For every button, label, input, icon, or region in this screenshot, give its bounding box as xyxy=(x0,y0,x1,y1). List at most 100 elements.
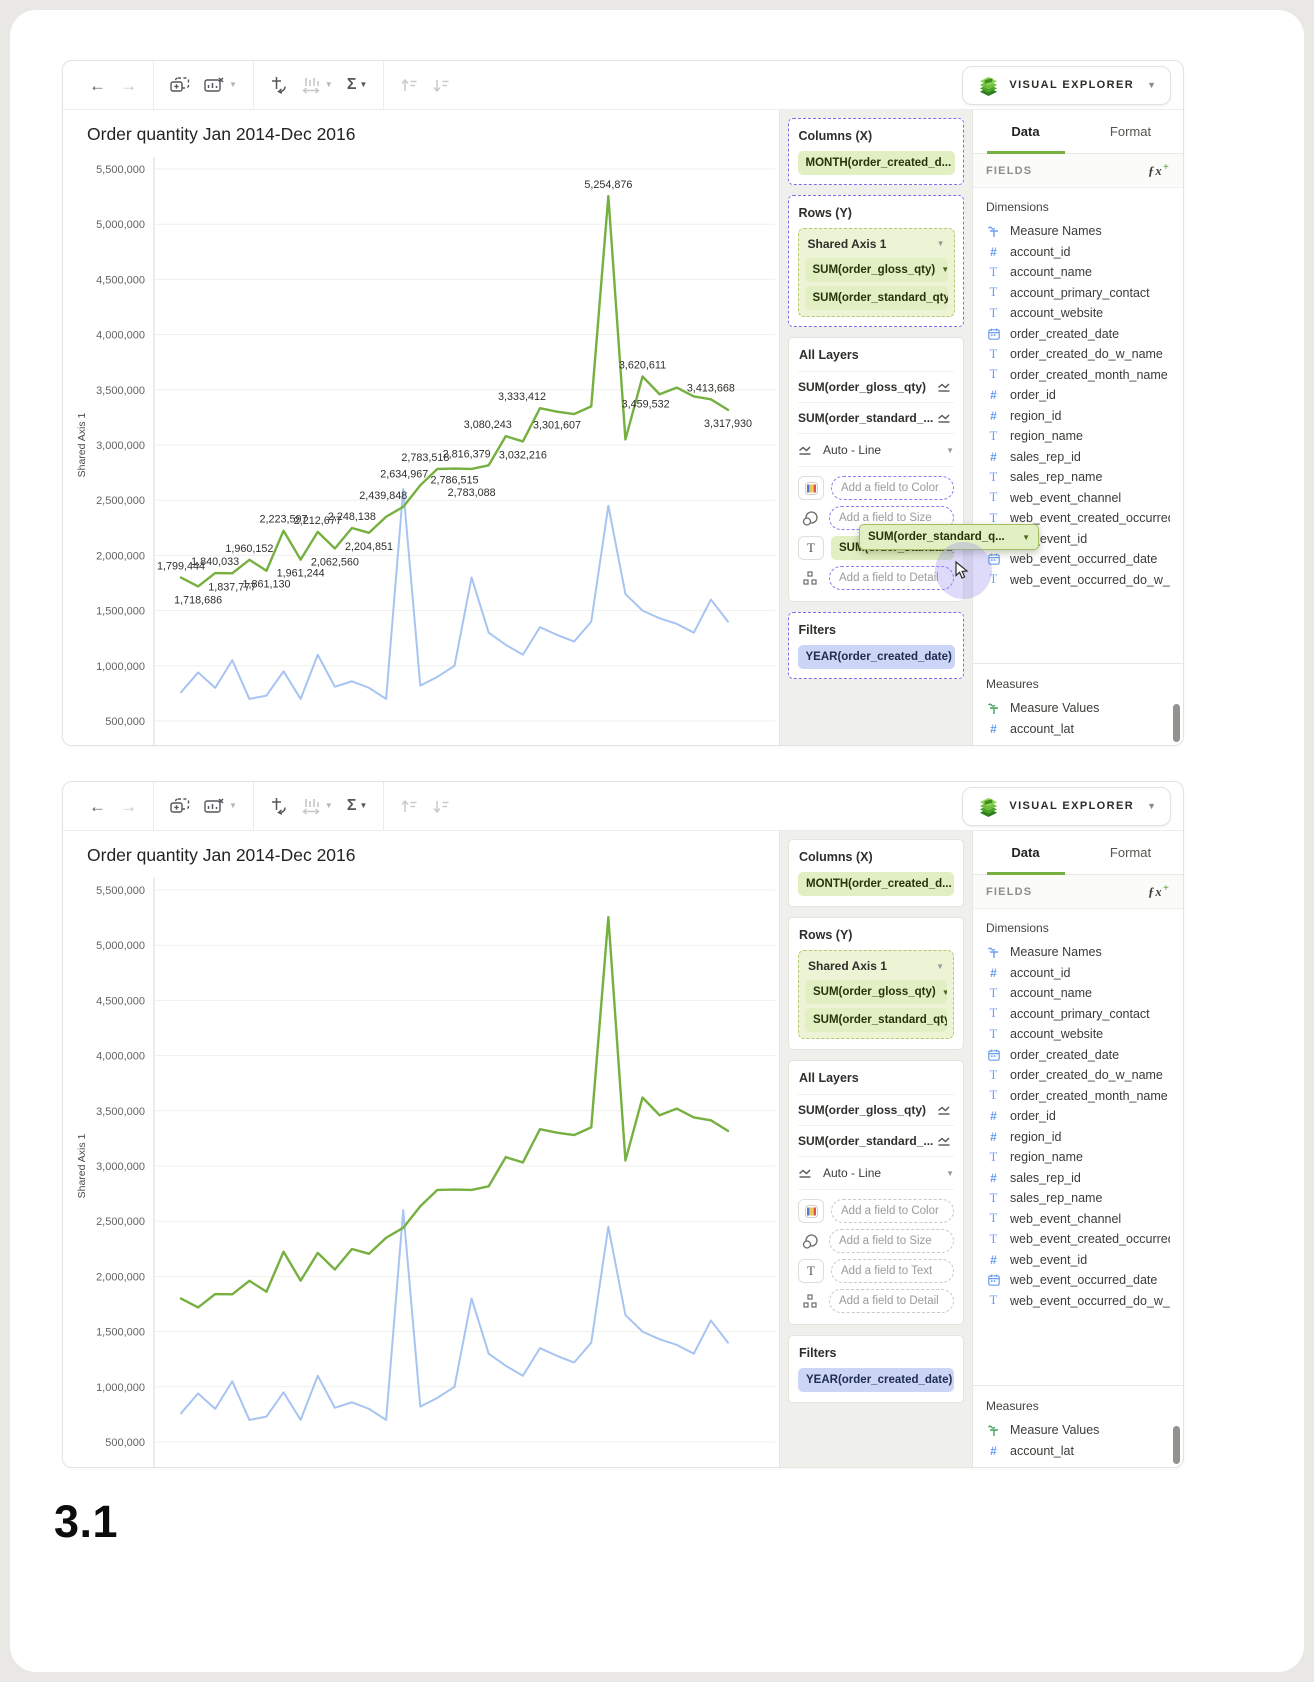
visual-explorer-button[interactable]: VISUAL EXPLORER ▼ xyxy=(962,786,1171,826)
sort-descending-icon[interactable] xyxy=(432,799,450,814)
back-arrow-icon[interactable]: ← xyxy=(89,796,106,816)
swap-axes-icon[interactable] xyxy=(270,76,288,94)
mark-type-select[interactable]: Auto - Line ▼ xyxy=(798,1156,954,1190)
tab-format[interactable]: Format xyxy=(1109,845,1152,860)
bar-width-icon[interactable]: ▼ xyxy=(302,798,333,815)
shared-axis-group[interactable]: Shared Axis 1 ▼ SUM(order_gloss_qty) ▼ S… xyxy=(797,227,955,317)
field-item[interactable]: Measure Names xyxy=(986,221,1170,242)
layer-row[interactable]: SUM(order_standard_... xyxy=(798,1125,954,1156)
bar-width-icon[interactable]: ▼ xyxy=(302,77,333,94)
filters-shelf[interactable]: Filters YEAR(order_created_date) ▼ xyxy=(788,1335,964,1403)
mark-type-select[interactable]: Auto - Line ▼ xyxy=(798,433,954,467)
scrollbar-thumb[interactable] xyxy=(1173,704,1180,742)
field-item[interactable]: Measure Values xyxy=(986,1420,1170,1441)
duplicate-visual-icon[interactable] xyxy=(170,798,190,814)
tab-data[interactable]: Data xyxy=(973,831,1078,874)
field-item[interactable]: Tweb_event_created_occurred_na... xyxy=(986,1229,1170,1250)
sort-ascending-icon[interactable] xyxy=(400,78,418,93)
field-item[interactable]: # web_event_id xyxy=(986,1250,1170,1271)
rows-field-pill[interactable]: SUM(order_gloss_qty) ▼ xyxy=(805,980,947,1004)
rows-field-pill[interactable]: SUM(order_standard_qty) ▼ xyxy=(804,285,948,310)
aggregate-sigma-icon[interactable]: Σ ▼ xyxy=(347,798,368,814)
forward-arrow-icon[interactable]: → xyxy=(120,796,137,816)
forward-arrow-icon[interactable]: → xyxy=(120,75,137,95)
field-item[interactable]: order_created_date xyxy=(986,1045,1170,1066)
field-item[interactable]: # account_lat xyxy=(986,1441,1170,1462)
columns-field-pill[interactable]: MONTH(order_created_d... ▼ xyxy=(798,872,954,896)
add-calculation-icon[interactable]: ƒx+ xyxy=(1147,161,1170,179)
field-item[interactable]: # order_id xyxy=(986,1106,1170,1127)
tab-data[interactable]: Data xyxy=(973,110,1078,153)
field-item[interactable]: # region_id xyxy=(986,1127,1170,1148)
field-item[interactable]: Tweb_event_created_occurred_na... xyxy=(986,508,1170,529)
sort-ascending-icon[interactable] xyxy=(400,799,418,814)
tab-format[interactable]: Format xyxy=(1109,124,1152,139)
field-item[interactable]: # sales_rep_id xyxy=(986,1168,1170,1189)
columns-field-pill[interactable]: MONTH(order_created_d... ▼ xyxy=(797,150,955,175)
field-item[interactable]: # account_id xyxy=(986,242,1170,263)
aggregate-sigma-icon[interactable]: Σ ▼ xyxy=(347,77,368,93)
sort-descending-icon[interactable] xyxy=(432,78,450,93)
layer-row[interactable]: SUM(order_standard_... xyxy=(798,402,954,433)
field-item[interactable]: # sales_rep_id xyxy=(986,447,1170,468)
field-item[interactable]: Measure Values xyxy=(986,698,1170,719)
field-item[interactable]: Measure Names xyxy=(986,942,1170,963)
field-item[interactable]: # order_id xyxy=(986,385,1170,406)
rows-field-pill[interactable]: SUM(order_gloss_qty) ▼ xyxy=(804,257,948,282)
field-item[interactable]: order_created_date xyxy=(986,324,1170,345)
line-chart[interactable]: 5,500,000 5,000,000 4,500,000 4,000,000 3,50… xyxy=(63,831,779,1467)
layer-row[interactable]: SUM(order_gloss_qty) xyxy=(798,1094,954,1125)
add-field-to-color[interactable]: Add a field to Color xyxy=(831,1199,954,1223)
field-item[interactable]: web_event_occurred_date xyxy=(986,549,1170,570)
add-field-to-detail[interactable]: Add a field to Detail xyxy=(829,1289,954,1313)
add-field-to-detail[interactable]: Add a field to Detail xyxy=(829,566,954,590)
filter-pill[interactable]: YEAR(order_created_date) ▼ xyxy=(798,1368,954,1392)
line-chart[interactable]: 5,500,000 5,000,000 4,500,000 4,000,000 3,50… xyxy=(63,110,779,746)
field-item[interactable]: web_event_occurred_date xyxy=(986,1270,1170,1291)
add-field-to-size[interactable]: Add a field to Size xyxy=(829,1229,954,1253)
layer-row[interactable]: SUM(order_gloss_qty) xyxy=(798,371,954,402)
duplicate-visual-icon[interactable] xyxy=(170,77,190,93)
field-name: Measure Values xyxy=(1010,701,1100,716)
visual-explorer-button[interactable]: VISUAL EXPLORER ▼ xyxy=(962,65,1171,105)
field-item[interactable]: # region_id xyxy=(986,406,1170,427)
field-item[interactable]: # account_id xyxy=(986,963,1170,984)
columns-shelf[interactable]: Columns (X) MONTH(order_created_d... ▼ xyxy=(788,118,964,185)
rows-shelf[interactable]: Rows (Y) Shared Axis 1 ▼ SUM(order_gloss… xyxy=(788,195,964,327)
swap-axes-icon[interactable] xyxy=(270,797,288,815)
rows-field-pill[interactable]: SUM(order_standard_qty) ▼ xyxy=(805,1008,947,1032)
filter-pill[interactable]: YEAR(order_created_date) ▼ xyxy=(797,644,955,669)
add-field-to-color[interactable]: Add a field to Color xyxy=(831,476,954,500)
remove-visual-icon[interactable]: ▼ xyxy=(204,798,237,814)
filters-shelf[interactable]: Filters YEAR(order_created_date) ▼ xyxy=(788,612,964,679)
field-item[interactable]: # account_lat xyxy=(986,719,1170,740)
dragged-field-pill[interactable]: SUM(order_standard_q... ▼ xyxy=(859,524,1039,550)
back-arrow-icon[interactable]: ← xyxy=(89,75,106,95)
shared-axis-group[interactable]: Shared Axis 1 ▼ SUM(order_gloss_qty) ▼ S… xyxy=(798,950,954,1039)
remove-visual-icon[interactable]: ▼ xyxy=(204,77,237,93)
panel-tabs: Data Format xyxy=(973,831,1183,875)
rows-shelf[interactable]: Rows (Y) Shared Axis 1 ▼ SUM(order_gloss… xyxy=(788,917,964,1050)
scrollbar-thumb[interactable] xyxy=(1173,1426,1180,1464)
add-calculation-icon[interactable]: ƒx+ xyxy=(1147,882,1170,900)
add-field-to-text[interactable]: Add a field to Text xyxy=(831,1259,954,1283)
columns-shelf[interactable]: Columns (X) MONTH(order_created_d... ▼ xyxy=(788,839,964,907)
